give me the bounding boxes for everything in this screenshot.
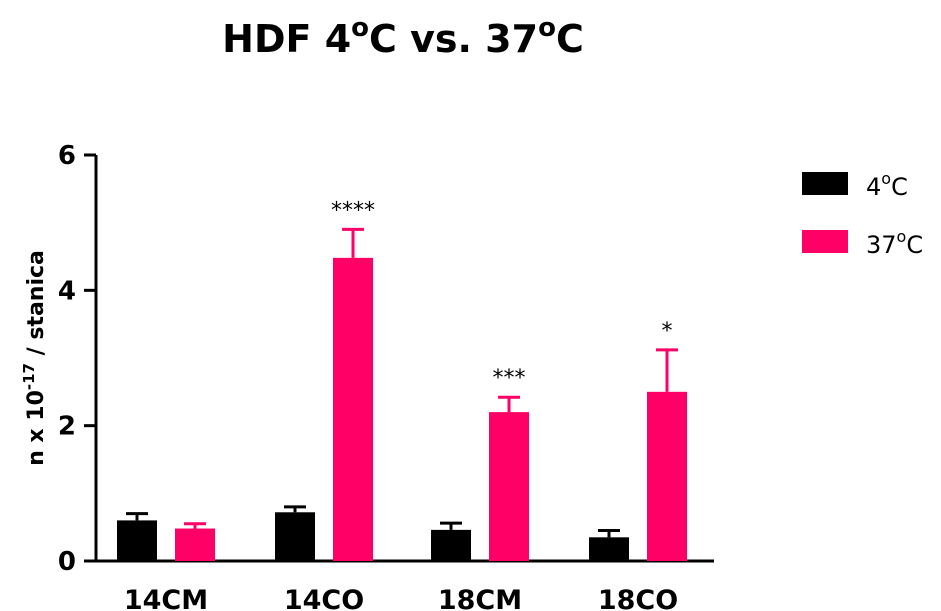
title-part-3: C	[556, 17, 584, 61]
y-ticks: 0 2 4 6	[58, 141, 96, 577]
legend: 4oC 37oC	[802, 169, 923, 259]
category-label-14CO: 14CO	[284, 585, 364, 611]
chart-title: HDF 4oC vs. 37oC	[222, 13, 584, 61]
legend-37c-post: C	[906, 231, 923, 259]
title-part-2: C vs. 37	[369, 17, 538, 61]
error-bars	[126, 227, 678, 538]
title-sup-1: o	[351, 13, 369, 43]
legend-37c-pre: 37	[866, 231, 897, 259]
y-axis-label: n x 10-17 / stanica	[20, 250, 49, 466]
bar-14CM-4c	[117, 520, 157, 561]
y-axis-label-sup: -17	[20, 363, 38, 390]
y-tick-label: 2	[58, 412, 76, 442]
legend-swatch-4c	[802, 172, 848, 195]
category-label-14CM: 14CM	[124, 585, 208, 611]
bar-18CM-4c	[431, 529, 471, 561]
bar-18CO-37c	[647, 391, 687, 561]
legend-label-4c: 4oC	[866, 169, 908, 201]
y-axis-label-pre: n x 10	[24, 390, 49, 466]
category-label-18CM: 18CM	[438, 585, 522, 611]
legend-label-37c: 37oC	[866, 227, 923, 259]
significance-14CO: ****	[331, 198, 375, 223]
category-label-18CO: 18CO	[598, 585, 678, 611]
y-tick-label: 4	[58, 276, 76, 306]
bars	[117, 257, 687, 561]
category-labels: 14CM 14CO 18CM 18CO	[124, 585, 678, 611]
legend-37c-sup: o	[897, 227, 907, 246]
y-axis-label-post: / stanica	[24, 250, 49, 363]
title-part-1: HDF 4	[222, 17, 351, 61]
title-sup-2: o	[538, 13, 556, 43]
legend-4c-pre: 4	[866, 173, 881, 201]
y-tick-label: 0	[58, 547, 76, 577]
legend-swatch-37c	[802, 230, 848, 253]
significance-markers: ********	[331, 198, 673, 391]
bar-18CM-37c	[489, 412, 529, 561]
significance-18CO: *	[662, 319, 673, 344]
bar-14CM-37c	[175, 528, 215, 561]
legend-4c-sup: o	[881, 169, 891, 188]
bar-14CO-37c	[333, 257, 373, 561]
bar-18CO-4c	[589, 537, 629, 561]
legend-4c-post: C	[891, 173, 908, 201]
y-tick-label: 6	[58, 141, 76, 171]
bar-14CO-4c	[275, 512, 315, 561]
significance-18CM: ***	[493, 366, 526, 391]
